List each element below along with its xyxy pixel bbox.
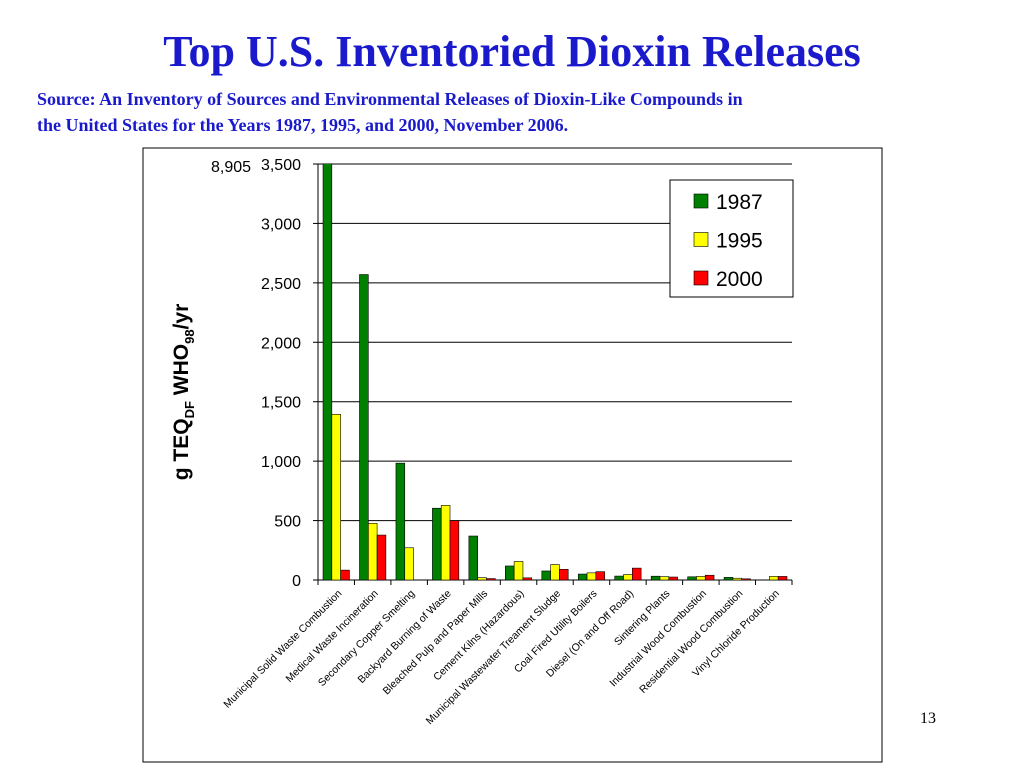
subtitle-line: the United States for the Years 1987, 19… — [37, 115, 568, 135]
y-tick-label: 1,500 — [261, 395, 301, 412]
bar — [522, 577, 533, 581]
y-label-part: WHO — [170, 344, 193, 401]
slide-title: Top U.S. Inventoried Dioxin Releases — [163, 27, 861, 76]
bar — [668, 576, 678, 581]
bar — [340, 569, 350, 581]
bar — [505, 565, 515, 581]
bar — [650, 575, 661, 581]
legend-label: 1995 — [716, 230, 763, 253]
bar — [449, 520, 460, 581]
bar — [331, 414, 341, 581]
bar — [477, 577, 487, 581]
bar — [741, 578, 751, 581]
bar — [541, 570, 551, 581]
y-tick-label: 2,000 — [261, 335, 301, 352]
bar — [322, 164, 333, 581]
bar — [432, 507, 442, 581]
bar — [376, 534, 387, 581]
y-label-sub: DF — [182, 401, 197, 418]
subtitle-line: Source: An Inventory of Sources and Envi… — [37, 89, 743, 109]
legend-box — [669, 179, 794, 298]
y-tick-label: 1,000 — [261, 454, 301, 471]
bar — [550, 564, 560, 581]
legend-label: 1987 — [716, 191, 763, 214]
legend-swatch — [693, 193, 709, 209]
bar — [513, 561, 524, 581]
y-tick-label: 3,000 — [261, 216, 301, 233]
bar — [687, 576, 697, 581]
bar — [659, 576, 670, 581]
value-label-bg — [203, 154, 259, 176]
bar — [595, 571, 605, 581]
y-tick-label: 2,500 — [261, 276, 301, 293]
legend-swatch — [693, 232, 709, 247]
y-tick-label: 0 — [292, 573, 301, 590]
y-label-part: /yr — [170, 304, 193, 330]
y-tick-label: 500 — [274, 514, 301, 531]
bar — [704, 574, 715, 581]
y-tick-label: 3,500 — [261, 157, 301, 174]
bar — [732, 577, 743, 581]
bar — [468, 535, 478, 581]
y-label-part: g TEQ — [170, 418, 193, 480]
bar — [404, 547, 414, 581]
bar — [623, 574, 633, 581]
bar — [723, 577, 734, 581]
value-label: 8,905 — [211, 159, 251, 176]
bar — [586, 572, 597, 581]
bar — [559, 569, 569, 581]
bars — [322, 164, 788, 581]
bar — [769, 576, 779, 581]
bar — [359, 274, 369, 581]
bar — [367, 523, 378, 581]
bar — [440, 505, 451, 581]
bar — [577, 573, 588, 581]
bar — [632, 567, 642, 581]
bar — [614, 575, 624, 581]
legend-swatch — [693, 270, 709, 286]
bar — [486, 578, 496, 581]
y-axis-label: g TEQDF WHO98/yr — [170, 304, 197, 481]
legend-label: 2000 — [716, 268, 763, 291]
bar — [696, 576, 706, 581]
page-number: 13 — [920, 710, 936, 727]
bar — [777, 576, 788, 581]
y-label-sub: 98 — [182, 329, 197, 343]
bar — [395, 462, 406, 581]
